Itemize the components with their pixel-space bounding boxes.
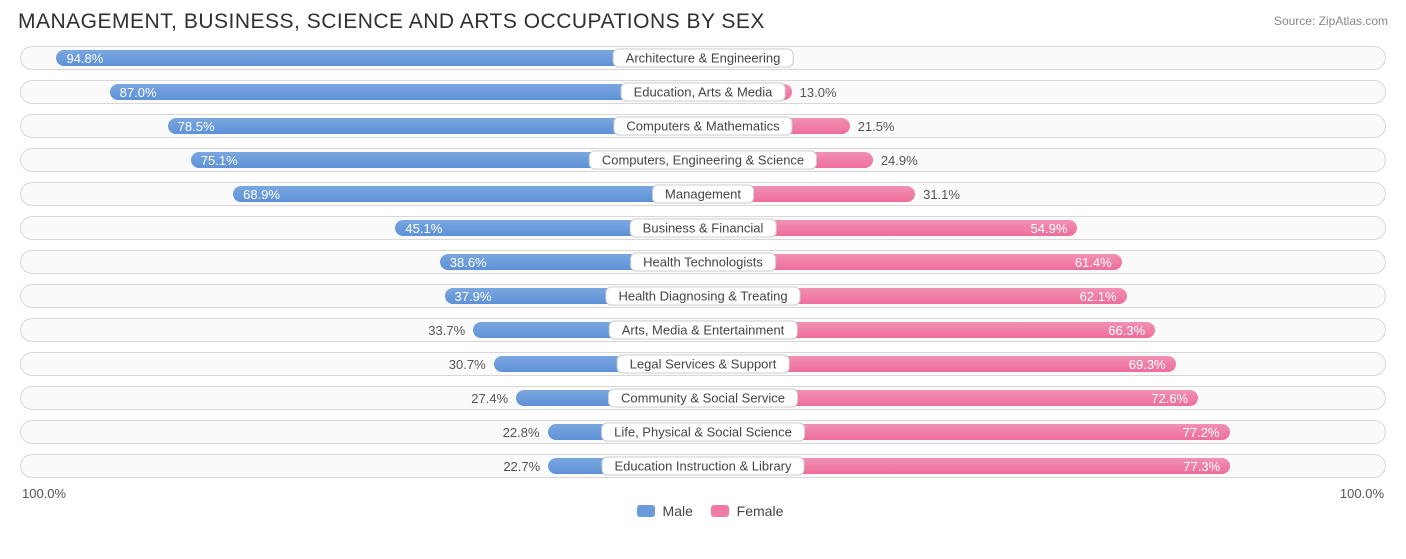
chart-row: 68.9% 31.1% Management [20, 182, 1386, 206]
male-pct-label: 87.0% [120, 85, 157, 100]
chart-row: 78.5% 21.5% Computers & Mathematics [20, 114, 1386, 138]
male-pct-label: 45.1% [405, 221, 442, 236]
category-label: Business & Financial [630, 219, 777, 238]
chart-row: 30.7% 69.3% Legal Services & Support [20, 352, 1386, 376]
axis-right-label: 100.0% [1340, 486, 1384, 501]
chart-row: 38.6% 61.4% Health Technologists [20, 250, 1386, 274]
category-label: Legal Services & Support [617, 355, 790, 374]
female-pct-label: 77.3% [1183, 459, 1220, 474]
female-pct-label: 77.2% [1183, 425, 1220, 440]
chart-row: 22.8% 77.2% Life, Physical & Social Scienc… [20, 420, 1386, 444]
male-pct-label: 38.6% [450, 255, 487, 270]
male-pct-label: 37.9% [455, 289, 492, 304]
chart-row: 33.7% 66.3% Arts, Media & Entertainment [20, 318, 1386, 342]
category-label: Health Diagnosing & Treating [605, 287, 800, 306]
female-pct-label: 24.9% [881, 149, 918, 171]
male-pct-label: 94.8% [66, 51, 103, 66]
male-pct-label: 78.5% [178, 119, 215, 134]
male-pct-label: 22.8% [503, 421, 540, 443]
chart-source: Source: ZipAtlas.com [1274, 14, 1388, 28]
chart-row: 87.0% 13.0% Education, Arts & Media [20, 80, 1386, 104]
female-pct-label: 31.1% [923, 183, 960, 205]
category-label: Education Instruction & Library [601, 457, 804, 476]
legend: Male Female [18, 503, 1388, 519]
female-pct-label: 62.1% [1080, 289, 1117, 304]
male-swatch-icon [637, 505, 655, 517]
female-pct-label: 61.4% [1075, 255, 1112, 270]
female-pct-label: 21.5% [858, 115, 895, 137]
male-pct-label: 68.9% [243, 187, 280, 202]
chart-row: 45.1% 54.9% Business & Financial [20, 216, 1386, 240]
chart-rows: 94.8%5.2%Architecture & Engineering 87.0%… [18, 46, 1388, 478]
axis-left-label: 100.0% [22, 486, 66, 501]
chart-row: 75.1% 24.9% Computers, Engineering & Scien… [20, 148, 1386, 172]
female-pct-label: 69.3% [1129, 357, 1166, 372]
chart-header: MANAGEMENT, BUSINESS, SCIENCE AND ARTS O… [18, 10, 1388, 34]
male-bar: 94.8% [56, 50, 703, 66]
category-label: Management [652, 185, 754, 204]
legend-female-label: Female [737, 503, 784, 519]
female-swatch-icon [711, 505, 729, 517]
category-label: Education, Arts & Media [621, 83, 786, 102]
male-pct-label: 27.4% [471, 387, 508, 409]
category-label: Computers & Mathematics [613, 117, 792, 136]
male-pct-label: 75.1% [201, 153, 238, 168]
category-label: Community & Social Service [608, 389, 798, 408]
female-pct-label: 72.6% [1151, 391, 1188, 406]
female-pct-label: 13.0% [800, 81, 837, 103]
male-pct-label: 30.7% [449, 353, 486, 375]
chart-area: 94.8%5.2%Architecture & Engineering 87.0%… [18, 46, 1388, 519]
category-label: Life, Physical & Social Science [601, 423, 805, 442]
category-label: Architecture & Engineering [613, 49, 794, 68]
category-label: Arts, Media & Entertainment [609, 321, 798, 340]
male-bar: 87.0% [110, 84, 703, 100]
male-pct-label: 33.7% [428, 319, 465, 341]
female-pct-label: 66.3% [1108, 323, 1145, 338]
chart-title: MANAGEMENT, BUSINESS, SCIENCE AND ARTS O… [18, 10, 765, 34]
female-pct-label: 54.9% [1031, 221, 1068, 236]
legend-male-label: Male [663, 503, 693, 519]
category-label: Computers, Engineering & Science [589, 151, 817, 170]
chart-row: 27.4% 72.6% Community & Social Service [20, 386, 1386, 410]
male-pct-label: 22.7% [503, 455, 540, 477]
chart-row: 94.8%5.2%Architecture & Engineering [20, 46, 1386, 70]
male-bar: 68.9% [233, 186, 703, 202]
x-axis: 100.0% 100.0% [18, 486, 1388, 501]
chart-row: 37.9% 62.1% Health Diagnosing & Treating [20, 284, 1386, 308]
category-label: Health Technologists [630, 253, 776, 272]
chart-row: 22.7% 77.3% Education Instruction & Librar… [20, 454, 1386, 478]
